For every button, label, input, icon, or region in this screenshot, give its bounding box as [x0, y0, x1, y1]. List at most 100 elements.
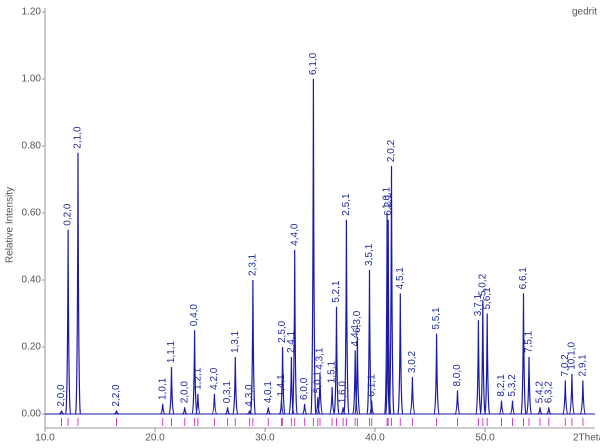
peak: [316, 373, 324, 415]
y-tick-label: 1.20: [22, 7, 42, 18]
peak-label: 5,4,2: [535, 381, 546, 404]
peak-label: 1,6,1: [382, 186, 393, 209]
peak-label: 4,0,1: [263, 381, 274, 404]
peak-label: 6,3,2: [543, 381, 554, 404]
peak: [409, 377, 416, 415]
peak: [310, 78, 317, 415]
peak: [279, 346, 286, 415]
peak: [182, 407, 188, 415]
peak: [249, 279, 256, 415]
x-tick-label: 10.0: [35, 433, 55, 444]
peak: [352, 350, 359, 415]
peak-label: 7,5,1: [524, 330, 535, 353]
peak-label: 6,2,1: [383, 193, 394, 216]
x-tick-label: 50.0: [475, 433, 495, 444]
peak-label: 2,3,1: [248, 253, 259, 276]
peak: [232, 357, 239, 415]
peak-label: 3,0,2: [407, 350, 418, 373]
peak-label: 0,2,0: [63, 203, 74, 226]
peak: [520, 293, 527, 415]
peak: [509, 400, 516, 415]
chart-subtitle: gedrit: [572, 7, 597, 18]
peak: [388, 166, 395, 415]
peak: [58, 410, 65, 415]
peak: [291, 249, 298, 415]
peak-label: 2,9,1: [578, 354, 589, 377]
peak: [479, 300, 486, 415]
peak-label: 3,7,1: [473, 294, 484, 317]
peak-label: 1,1,1: [166, 340, 177, 363]
peak: [113, 410, 120, 415]
peak-label: 1,2,1: [193, 367, 204, 390]
peak: [340, 407, 346, 415]
peak-label: 2,0,2: [386, 139, 397, 162]
peak: [368, 400, 375, 415]
peak-label: 2,1,0: [73, 126, 84, 149]
peak-label: 0,4,0: [189, 304, 200, 327]
peak-label: 4,4,1: [350, 324, 361, 347]
y-tick-label: 0.80: [22, 141, 42, 152]
peak: [568, 373, 575, 415]
peak-label: 8,2,1: [496, 374, 507, 397]
peak-label: 1,3,1: [230, 330, 241, 353]
peak-label: 5,6,1: [482, 287, 493, 310]
peak: [211, 393, 218, 415]
y-tick-label: 0.00: [22, 409, 42, 420]
x-tick-label: 40.0: [365, 433, 385, 444]
peak-label: 1,0,1: [157, 377, 168, 400]
peak: [329, 387, 336, 415]
peak-label: 6,0,0: [299, 377, 310, 400]
peak: [74, 152, 82, 415]
peak: [579, 380, 586, 415]
peak-label: 5,0,2: [477, 273, 488, 296]
peak-label: 2,5,0: [277, 320, 288, 343]
y-tick-label: 0.60: [22, 208, 42, 219]
peak-label: 2,0,0: [179, 381, 190, 404]
y-axis-label: Relative Intensity: [5, 187, 16, 263]
x-axis-label: 2Theta: [573, 433, 600, 444]
peak-label: 4,3,0: [244, 384, 255, 407]
peak-label: 5,2,1: [331, 280, 342, 303]
x-tick-label: 30.0: [255, 433, 275, 444]
peak: [301, 403, 308, 415]
peak: [315, 397, 321, 415]
peak: [475, 320, 482, 415]
peak-label: 6,3,0: [352, 310, 363, 333]
peak-label: 4,3,1: [315, 347, 326, 370]
peak: [433, 333, 440, 415]
peak-label: 1,5,1: [327, 361, 338, 384]
peak: [191, 330, 198, 415]
peak-label: 2,4,1: [286, 330, 297, 353]
peak-label: 5,3,2: [507, 374, 518, 397]
peak: [366, 269, 373, 415]
peak: [397, 293, 404, 415]
peak: [354, 336, 361, 415]
x-tick-label: 20.0: [145, 433, 165, 444]
peak: [265, 407, 271, 415]
peak-label: 10,1,0: [567, 342, 578, 370]
peak: [160, 403, 166, 415]
peak: [562, 380, 569, 415]
peak: [168, 367, 175, 415]
peak: [247, 410, 253, 415]
peak-label: 5,0,1: [312, 371, 323, 394]
peak-label: 0,3,1: [222, 381, 233, 404]
peak-label: 6,1,0: [308, 52, 319, 75]
peak: [385, 219, 392, 415]
peak-label: 6,6,1: [518, 267, 529, 290]
peak: [224, 407, 231, 415]
peak-label: 4,5,1: [395, 267, 406, 290]
peak: [484, 313, 491, 415]
peak-label: 2,0,0: [56, 384, 67, 407]
peak-label: 2,2,0: [111, 384, 122, 407]
peak-label: 7,0,2: [560, 354, 571, 377]
y-tick-label: 1.00: [22, 74, 42, 85]
peak-label: 2,5,1: [341, 193, 352, 216]
peak-label: 4,2,0: [209, 367, 220, 390]
y-tick-label: 0.40: [22, 275, 42, 286]
y-tick-label: 0.20: [22, 342, 42, 353]
peak-label: 5,5,1: [431, 307, 442, 330]
peak-label: 6,1,1: [366, 374, 377, 397]
peak: [384, 212, 391, 415]
